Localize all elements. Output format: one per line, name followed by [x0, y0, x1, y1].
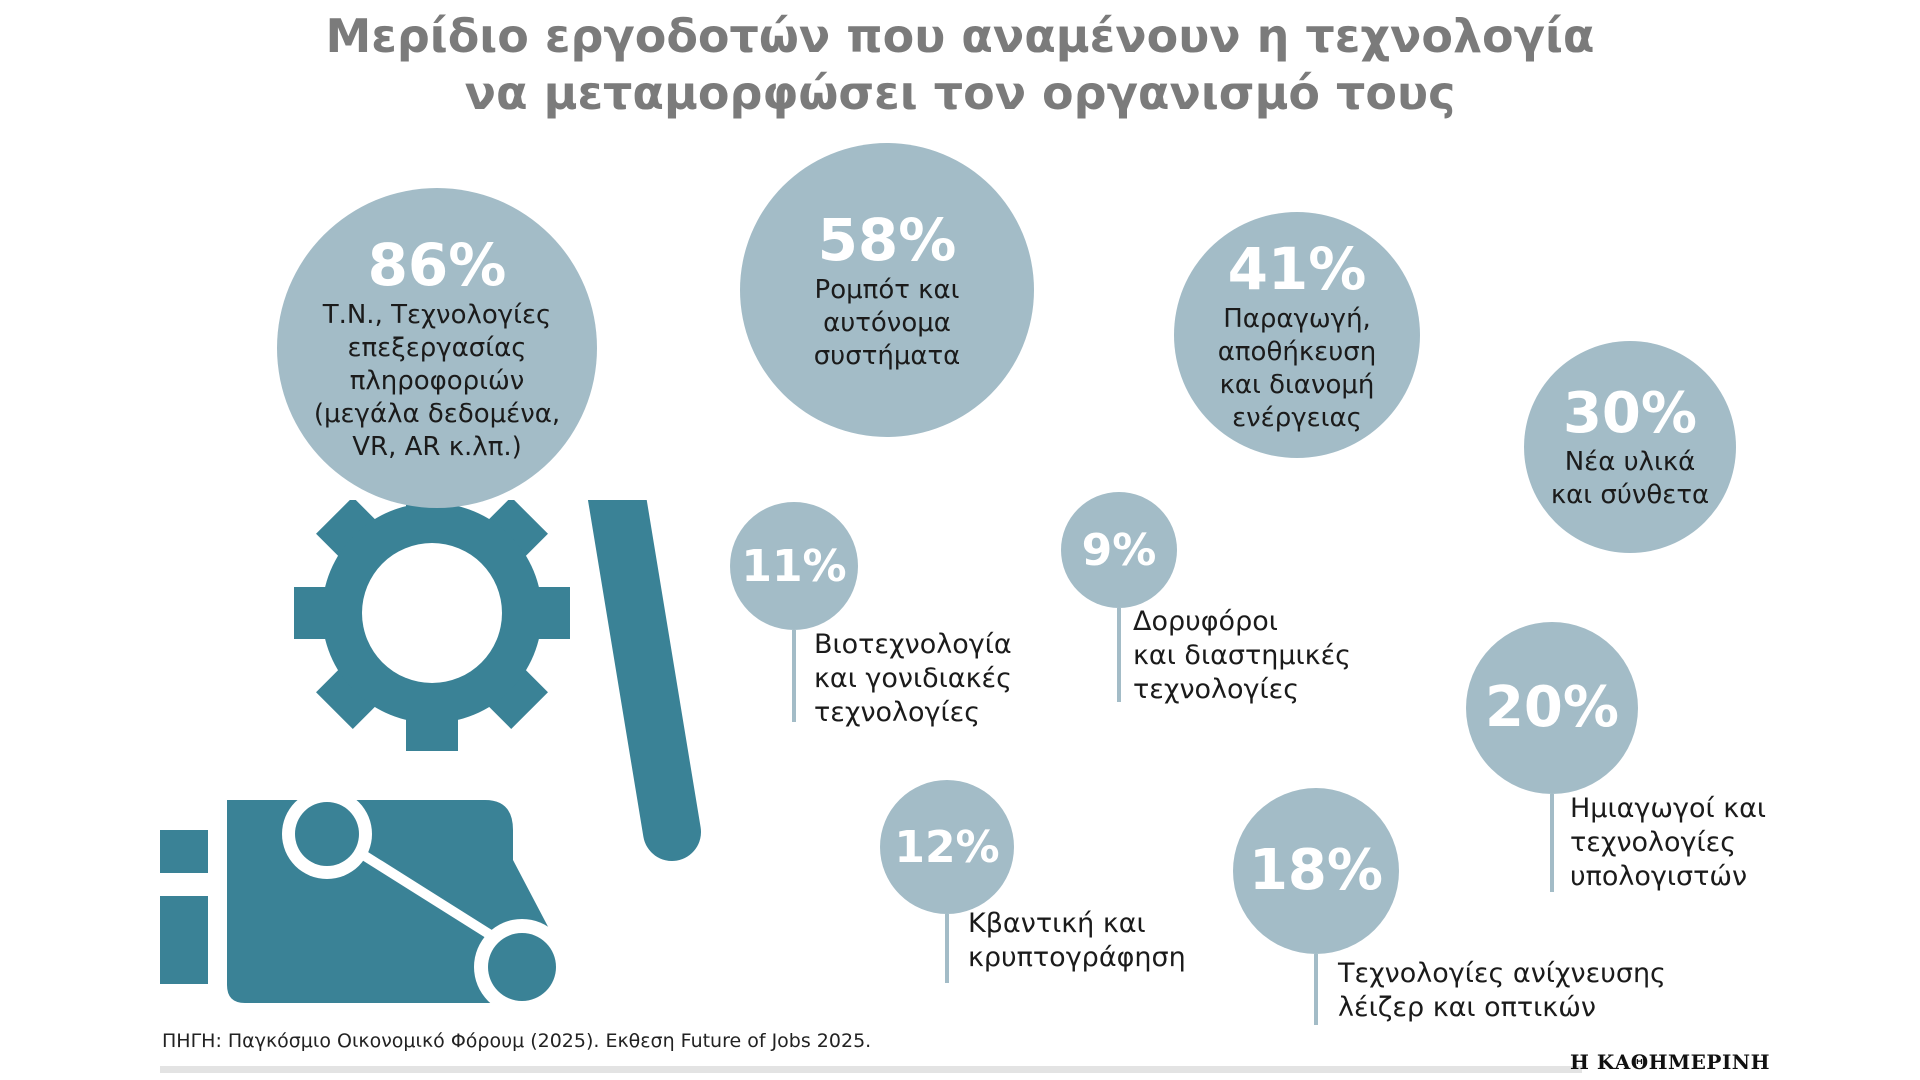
bubble-value: 18%	[1248, 838, 1384, 903]
source-note: ΠΗΓΗ: Παγκόσμιο Οικονομικό Φόρουμ (2025)…	[162, 1030, 872, 1052]
bubble-58: 58% Ρομπότ και αυτόνομα συστήματα	[740, 143, 1034, 437]
bubble-label: Κβαντική και κρυπτογράφηση	[968, 908, 1186, 973]
bubble-12: 12%	[880, 780, 1014, 914]
bubble-value: 58%	[817, 206, 957, 274]
robot-arm-icon	[160, 500, 701, 1015]
gear-icon	[294, 500, 570, 751]
bubble-stem	[945, 914, 949, 983]
bubble-value: 9%	[1081, 524, 1157, 576]
bubble-11: 11%	[730, 502, 858, 630]
bubble-stem	[792, 630, 796, 722]
bubble-41: 41% Παραγωγή, αποθήκευση και διανομή ενέργει…	[1174, 212, 1420, 458]
brand-logo: Η ΚΑΘΗΜΕΡΙΝΗ	[1569, 1050, 1770, 1074]
bubble-value: 41%	[1227, 234, 1367, 303]
title-line-2: να μεταμορφώσει τον οργανισμό τους	[464, 66, 1456, 120]
bubble-stem	[1314, 954, 1318, 1025]
bubble-label: Παραγωγή, αποθήκευση και διανομή ενέργειας	[1217, 303, 1377, 433]
bubble-value: 20%	[1484, 675, 1620, 740]
bubble-value: 11%	[741, 540, 847, 592]
bubble-value: 12%	[894, 821, 1000, 873]
bubble-30: 30% Νέα υλικά και σύνθετα	[1524, 341, 1736, 553]
bubble-stem	[1550, 794, 1554, 892]
bubble-18: 18%	[1233, 788, 1399, 954]
robot-illustration	[160, 500, 701, 1015]
chart-title: Μερίδιο εργοδοτών που αναμένουν η τεχνολ…	[0, 8, 1920, 122]
bubble-label: Τ.Ν., Τεχνολογίες επεξεργασίας πληροφοριών…	[313, 300, 561, 462]
bubble-value: 86%	[367, 231, 507, 299]
bubble-label: Βιοτεχνολογία και γονιδιακές τεχνολογίες	[814, 629, 1012, 728]
bubble-9: 9%	[1061, 492, 1177, 608]
bubble-label: Ημιαγωγοί και τεχνολογίες υπολογιστών	[1570, 793, 1767, 892]
bubble-value: 30%	[1562, 381, 1698, 446]
bubble-stem	[1117, 608, 1121, 702]
bubble-20: 20%	[1466, 622, 1638, 794]
bubble-86: 86% Τ.Ν., Τεχνολογίες επεξεργασίας πληροφορ…	[277, 188, 597, 508]
bubble-label: Ρομπότ και αυτόνομα συστήματα	[813, 275, 961, 371]
bubble-label: Τεχνολογίες ανίχνευσης λέιζερ και οπτικών	[1338, 958, 1666, 1023]
title-line-1: Μερίδιο εργοδοτών που αναμένουν η τεχνολ…	[325, 9, 1595, 63]
bubble-label: Νέα υλικά και σύνθετα	[1550, 447, 1710, 510]
footer-rule	[160, 1066, 1582, 1073]
bubble-label: Δορυφόροι και διαστημικές τεχνολογίες	[1133, 606, 1352, 705]
